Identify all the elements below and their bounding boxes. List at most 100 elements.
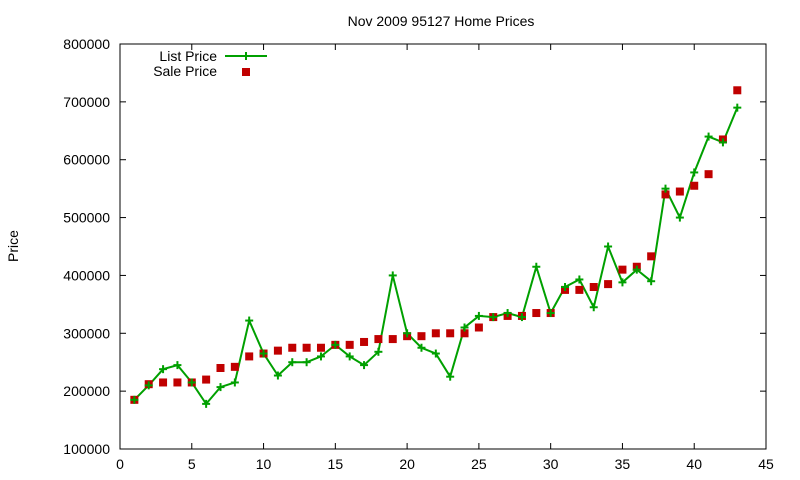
sale-price-point — [202, 375, 211, 384]
sale-price-point — [604, 280, 613, 289]
sale-price-point — [575, 285, 584, 294]
list-price-point — [216, 383, 225, 392]
y-tick-label: 600000 — [63, 152, 110, 168]
list-price-point — [360, 361, 369, 370]
list-price-point — [202, 399, 211, 408]
list-price-point — [718, 138, 727, 147]
list-price-point — [187, 378, 196, 387]
legend-marker-list-price — [242, 52, 250, 60]
series-layer — [130, 86, 742, 408]
sale-price-point — [532, 309, 541, 318]
plot-frame — [119, 43, 767, 450]
axes: 0 5 10 15 20 25 30 35 40 45 100000 200000 300000 4000… — [63, 36, 774, 472]
sale-price-point — [675, 187, 684, 196]
list-price-point — [503, 309, 512, 318]
list-price-line — [133, 107, 739, 406]
list-price-point — [302, 358, 311, 367]
legend-label-list-price: List Price — [159, 48, 217, 64]
list-price-point — [403, 329, 412, 338]
list-price-point — [704, 132, 713, 141]
x-tick-label: 40 — [686, 456, 702, 472]
list-price-point — [632, 265, 641, 274]
sale-price-point — [417, 332, 426, 341]
list-price-point — [517, 313, 526, 322]
list-price-point — [733, 103, 742, 112]
sale-price-point — [704, 170, 713, 179]
list-price-point — [575, 275, 584, 284]
x-tick-label: 20 — [399, 456, 415, 472]
x-tick-label: 0 — [116, 456, 124, 472]
sale-price-point — [273, 346, 282, 355]
sale-price-point — [690, 181, 699, 190]
sale-price-point — [345, 340, 354, 349]
list-price-point — [474, 311, 483, 320]
list-price-point — [259, 349, 268, 358]
sale-price-point — [474, 323, 483, 332]
list-price-point — [130, 395, 139, 404]
list-price-point — [273, 371, 282, 380]
list-price-point — [546, 309, 555, 318]
list-price-point — [446, 372, 455, 381]
list-price-point — [288, 358, 297, 367]
sale-price-point — [245, 352, 254, 361]
sale-price-point — [388, 335, 397, 344]
y-axis-label: Price — [5, 230, 21, 262]
list-price-point — [374, 347, 383, 356]
y-tick-label: 200000 — [63, 383, 110, 399]
sale-price-point — [460, 329, 469, 338]
legend-label-sale-price: Sale Price — [153, 63, 217, 79]
sale-price-point — [618, 265, 627, 274]
sale-price-point — [374, 335, 383, 344]
list-price-point — [532, 262, 541, 271]
sale-price-point — [661, 190, 670, 199]
list-price-point — [345, 352, 354, 361]
y-tick-label: 500000 — [63, 210, 110, 226]
x-tick-label: 15 — [328, 456, 344, 472]
list-price-point — [417, 343, 426, 352]
list-price-point — [647, 277, 656, 286]
sale-price-point — [216, 364, 225, 372]
list-price-point — [331, 340, 340, 349]
x-tick-label: 30 — [543, 456, 559, 472]
list-price-point — [144, 381, 153, 390]
x-tick-label: 10 — [256, 456, 272, 472]
sale-price-point — [733, 86, 742, 95]
x-tick-label: 5 — [188, 456, 196, 472]
sale-price-point — [316, 343, 325, 352]
list-price-point — [618, 278, 627, 287]
sale-price-point — [159, 378, 168, 387]
x-tick-label: 45 — [758, 456, 774, 472]
list-price-point — [159, 365, 168, 374]
y-tick-label: 800000 — [63, 36, 110, 52]
legend-marker-sale-price — [242, 68, 250, 76]
sale-price-point — [173, 378, 182, 387]
sale-price-point — [360, 337, 369, 346]
y-tick-label: 100000 — [63, 441, 110, 457]
y-tick-label: 300000 — [63, 325, 110, 341]
sale-price-point — [446, 329, 455, 338]
list-price-point — [460, 323, 469, 332]
list-price-point — [604, 242, 613, 251]
sale-price-point — [288, 343, 297, 352]
list-price-point — [316, 352, 325, 361]
list-price-point — [431, 349, 440, 358]
chart-title: Nov 2009 95127 Home Prices — [348, 13, 535, 29]
sale-price-point — [431, 329, 440, 338]
x-tick-label: 35 — [615, 456, 631, 472]
list-price-point — [388, 271, 397, 280]
sale-price-point — [302, 343, 311, 352]
x-tick-label: 25 — [471, 456, 487, 472]
list-price-point — [230, 378, 239, 387]
list-price-point — [589, 303, 598, 312]
sale-price-point — [647, 252, 656, 261]
y-tick-label: 400000 — [63, 267, 110, 283]
list-price-point — [661, 184, 670, 193]
list-price-point — [690, 168, 699, 177]
list-price-point — [173, 361, 182, 370]
list-price-point — [489, 313, 498, 322]
sale-price-point — [589, 283, 598, 291]
sale-price-point — [230, 362, 239, 371]
y-tick-label: 700000 — [63, 94, 110, 110]
